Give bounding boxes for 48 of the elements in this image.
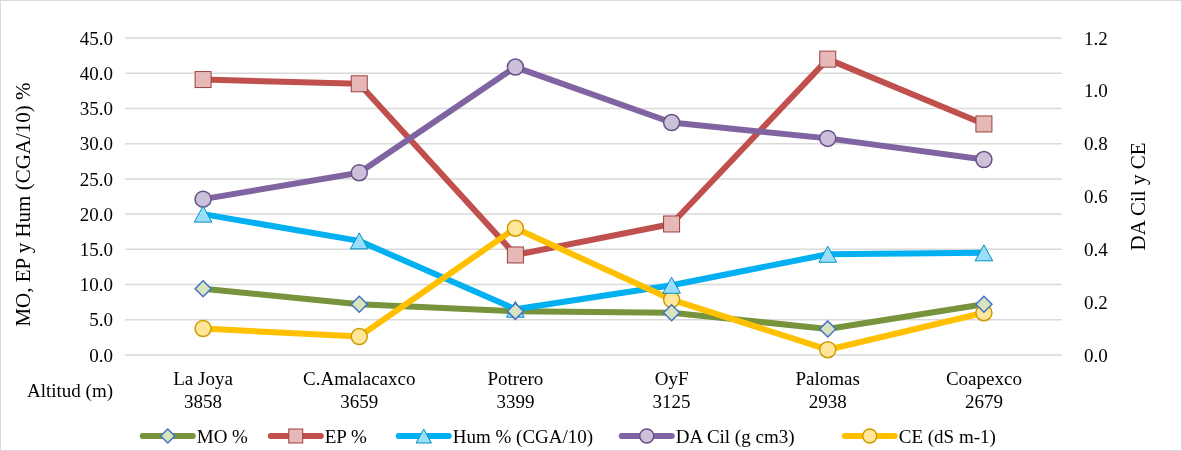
point [975,115,993,133]
x-tick-label: Coapexco 2679 [945,368,1022,412]
y2-tick-label: 0.0 [1084,344,1108,366]
y-tick-label: 25.0 [79,168,113,190]
point [662,276,681,294]
y2-axis-title: DA Cil y CE [1126,142,1150,251]
legend-label: MO % [196,425,249,447]
point [819,129,837,148]
x-tick-label: La Joya 3858 [173,368,234,412]
y-tick-label: 0.0 [89,344,113,366]
y-tick-label: 40.0 [79,62,113,84]
y2-tick-label: 0.8 [1084,133,1108,155]
y2-tick-label: 0.2 [1084,291,1108,313]
y-tick-label: 5.0 [89,309,113,331]
legend-label: EP % [324,425,367,447]
y-tick-label: 35.0 [79,98,113,120]
legend-label: DA Cil (g cm3) [675,425,795,448]
y-tick-label: 30.0 [79,133,113,155]
y-tick-label: 45.0 [79,27,113,49]
x-tick-label: Palomas 2938 [795,368,860,412]
point [193,205,213,223]
x-tick-label: Potrero 3399 [487,368,544,412]
legend-label: Hum % (CGA/10) [452,425,594,448]
point [974,244,994,262]
x-tick-label: C.Amalacaxco 3659 [303,368,416,412]
x-tick-label: OyF 3125 [652,368,691,412]
point [662,113,681,132]
legend-label: CE (dS m-1) [898,425,996,448]
x-axis-title: Altitud (m) [26,380,114,402]
point [975,150,993,169]
y2-tick-label: 0.6 [1084,186,1108,208]
y2-tick-label: 1.2 [1084,27,1108,49]
y2-tick-label: 1.0 [1084,80,1108,102]
y-tick-label: 10.0 [79,274,113,296]
point [663,215,681,233]
y-axis-title: MO, EP y Hum (CGA/10) % [11,82,35,327]
y-tick-label: 15.0 [79,238,113,260]
point [350,163,368,182]
point [506,58,525,76]
point [350,75,368,93]
point [506,246,524,264]
point [194,71,212,89]
y-tick-label: 20.0 [79,203,113,225]
point [194,190,212,208]
point [819,50,837,68]
point [818,245,838,263]
y2-tick-label: 0.4 [1084,238,1109,260]
point [349,232,369,250]
